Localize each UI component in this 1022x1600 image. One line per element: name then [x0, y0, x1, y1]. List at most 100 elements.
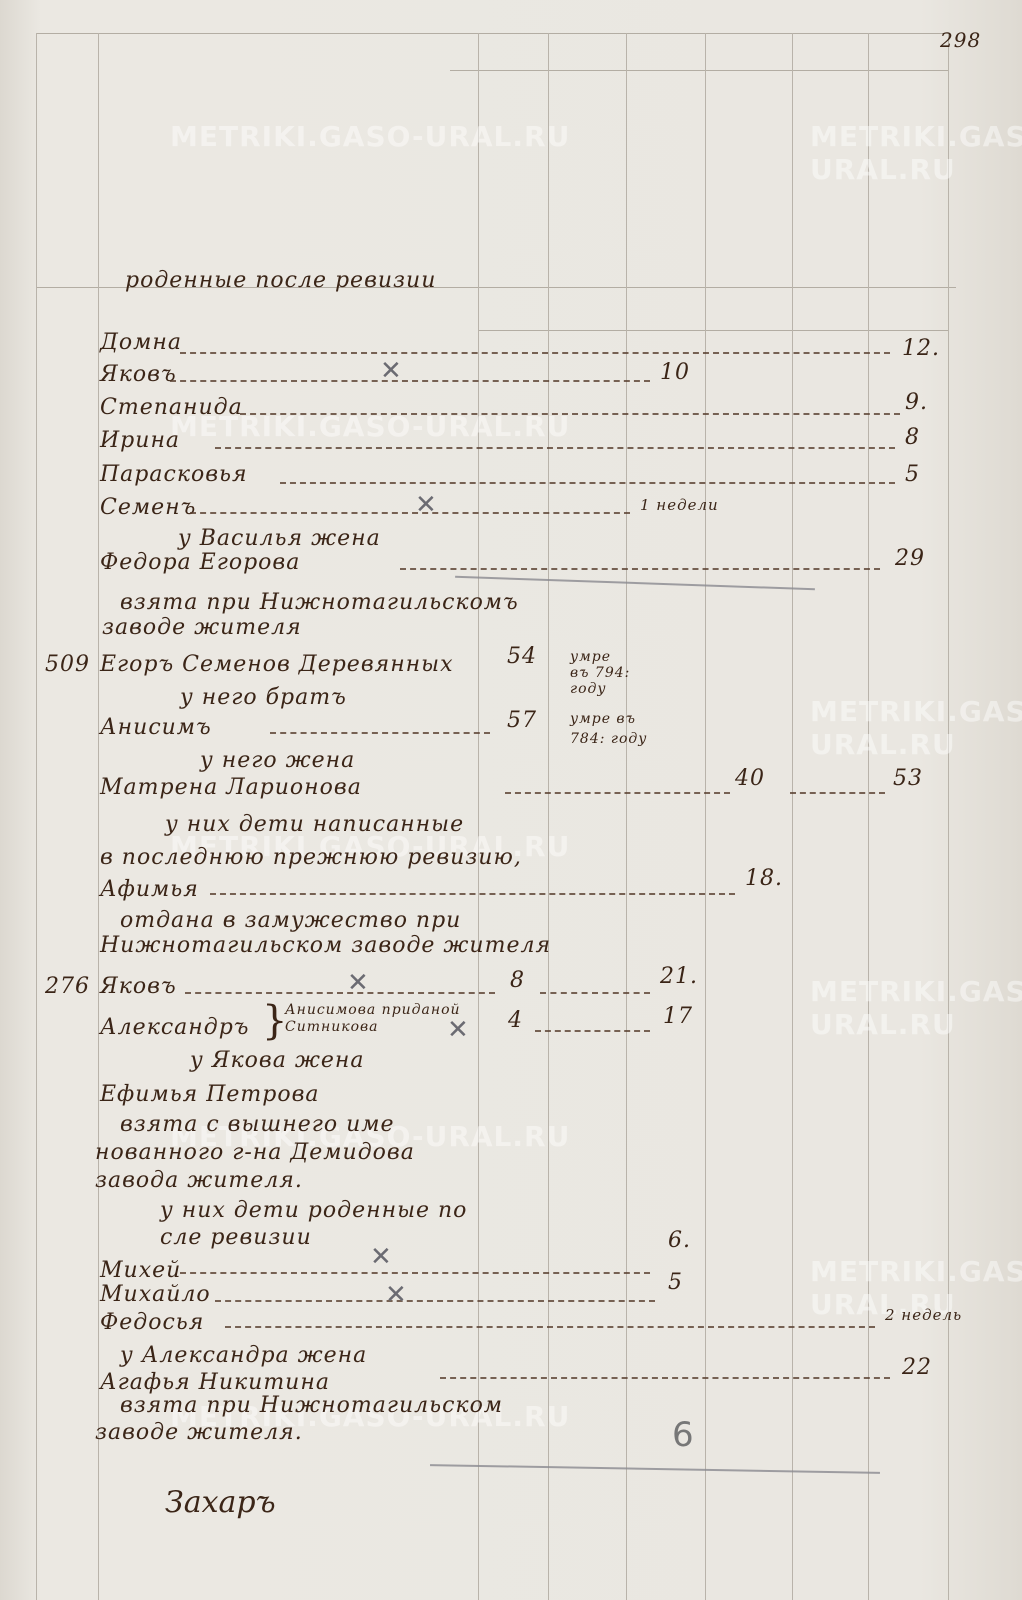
cross-mark: ✕ — [415, 490, 437, 520]
dashed-leader — [270, 732, 490, 734]
cross-mark: ✕ — [347, 968, 369, 998]
watermark: METRIKI.GASO-URAL.RU — [170, 120, 571, 153]
pencil-number: 6 — [672, 1415, 695, 1455]
death-note: въ 794: — [570, 665, 631, 681]
entry-age: 12. — [902, 336, 940, 361]
entry-name: Матрена Ларионова — [100, 775, 362, 800]
origin-note: взята при Нижнотагильскомъ — [120, 590, 519, 615]
brace: } — [262, 998, 289, 1044]
origin-note: завода жителя. — [95, 1168, 303, 1193]
dashed-leader — [170, 380, 650, 382]
relation-note: у Якова жена — [190, 1048, 365, 1073]
entry-age: 1 недели — [640, 496, 719, 514]
relation-note: в последнюю прежнюю ревизию, — [100, 845, 522, 870]
entry-name: Парасковья — [100, 462, 248, 487]
column-rule — [478, 33, 479, 1600]
entry-age: 40 — [735, 766, 765, 791]
watermark: METRIKI.GASO-URAL.RU — [810, 120, 1022, 186]
marriage-note: Нижнотагильском заводе жителя — [100, 933, 552, 958]
dashed-leader — [400, 568, 880, 570]
section-heading: роденные после ревизии — [125, 268, 437, 293]
relation-note: у них дети роденные по — [160, 1198, 468, 1223]
rule-subsection — [478, 330, 948, 331]
death-note: году — [570, 681, 607, 697]
entry-name: Домна — [100, 330, 182, 355]
relation-note: у Василья жена — [178, 526, 381, 551]
relation-note: у него братъ — [180, 685, 347, 710]
dashed-leader — [180, 1272, 650, 1274]
death-note: умре — [570, 649, 611, 665]
dashed-leader — [240, 413, 900, 415]
origin-note: заводе жителя. — [95, 1420, 303, 1445]
dashed-leader — [190, 512, 630, 514]
rule-top — [36, 33, 948, 34]
entry-age: 54 — [507, 644, 537, 669]
entry-name: Яковъ — [100, 974, 177, 999]
dashed-leader — [440, 1377, 890, 1379]
dashed-leader — [225, 1326, 875, 1328]
column-rule — [705, 33, 706, 1600]
column-rule — [868, 33, 869, 1600]
kin-note: Анисимова приданой — [285, 1002, 461, 1018]
entry-name: Семенъ — [100, 495, 197, 520]
entry-name: Федора Егорова — [100, 550, 301, 575]
dashed-leader — [535, 1030, 650, 1032]
dashed-leader — [540, 992, 650, 994]
column-rule — [626, 33, 627, 1600]
column-rule — [98, 33, 99, 1600]
relation-note: у него жена — [200, 748, 356, 773]
entry-name: Егоръ Семенов Деревянных — [100, 652, 454, 677]
entry-age: 18. — [745, 866, 783, 891]
kin-note: Ситникова — [285, 1019, 379, 1035]
dashed-leader — [210, 893, 735, 895]
entry-name: Михей — [100, 1258, 182, 1283]
entry-age: 53 — [893, 766, 923, 791]
column-rule — [792, 33, 793, 1600]
entry-age: 21. — [660, 964, 698, 989]
watermark: METRIKI.GASO-URAL.RU — [170, 830, 571, 863]
rule-header — [450, 70, 948, 71]
dashed-leader — [790, 792, 885, 794]
entry-name: Яковъ — [100, 362, 177, 387]
signature: Захаръ — [165, 1485, 276, 1520]
entry-age: 29 — [895, 546, 925, 571]
entry-age: 8 — [510, 968, 525, 993]
column-rule — [36, 33, 37, 1600]
entry-name: Федосья — [100, 1310, 205, 1335]
relation-note: у Александра жена — [120, 1343, 368, 1368]
entry-name: Ирина — [100, 428, 181, 453]
entry-name: Михайло — [100, 1282, 211, 1307]
dashed-leader — [505, 792, 730, 794]
watermark: METRIKI.GASO-URAL.RU — [810, 695, 1022, 761]
entry-number: 276 — [45, 974, 90, 999]
entry-name: Александръ — [100, 1015, 250, 1040]
cross-mark: ✕ — [370, 1242, 392, 1272]
origin-note: нованного г-на Демидова — [95, 1140, 415, 1165]
death-note: 784: году — [570, 731, 648, 747]
dashed-leader — [280, 482, 895, 484]
watermark: METRIKI.GASO-URAL.RU — [170, 410, 571, 443]
origin-note: взята при Нижнотагильском — [120, 1393, 504, 1418]
entry-age: 5 — [905, 462, 920, 487]
entry-name: Агафья Никитина — [100, 1370, 330, 1395]
entry-age: 2 недель — [885, 1306, 963, 1324]
entry-age: 57 — [507, 708, 537, 733]
death-note: умре въ — [570, 711, 636, 727]
entry-age: 17 — [663, 1004, 693, 1029]
cross-mark: ✕ — [447, 1015, 469, 1045]
cross-mark: ✕ — [385, 1280, 407, 1310]
entry-name: Афимья — [100, 877, 199, 902]
entry-age: 10 — [660, 360, 690, 385]
entry-number: 509 — [45, 652, 90, 677]
pencil-stroke — [455, 575, 815, 591]
entry-age: 9. — [905, 390, 928, 415]
rule-section — [36, 287, 956, 288]
watermark: METRIKI.GASO-URAL.RU — [170, 1120, 571, 1153]
entry-name: Степанида — [100, 395, 243, 420]
entry-age: 5 — [668, 1270, 683, 1295]
origin-note: взята с вышнего име — [120, 1112, 395, 1137]
entry-age: 6. — [668, 1228, 691, 1253]
entry-age: 22 — [902, 1355, 932, 1380]
column-rule — [948, 33, 949, 1600]
